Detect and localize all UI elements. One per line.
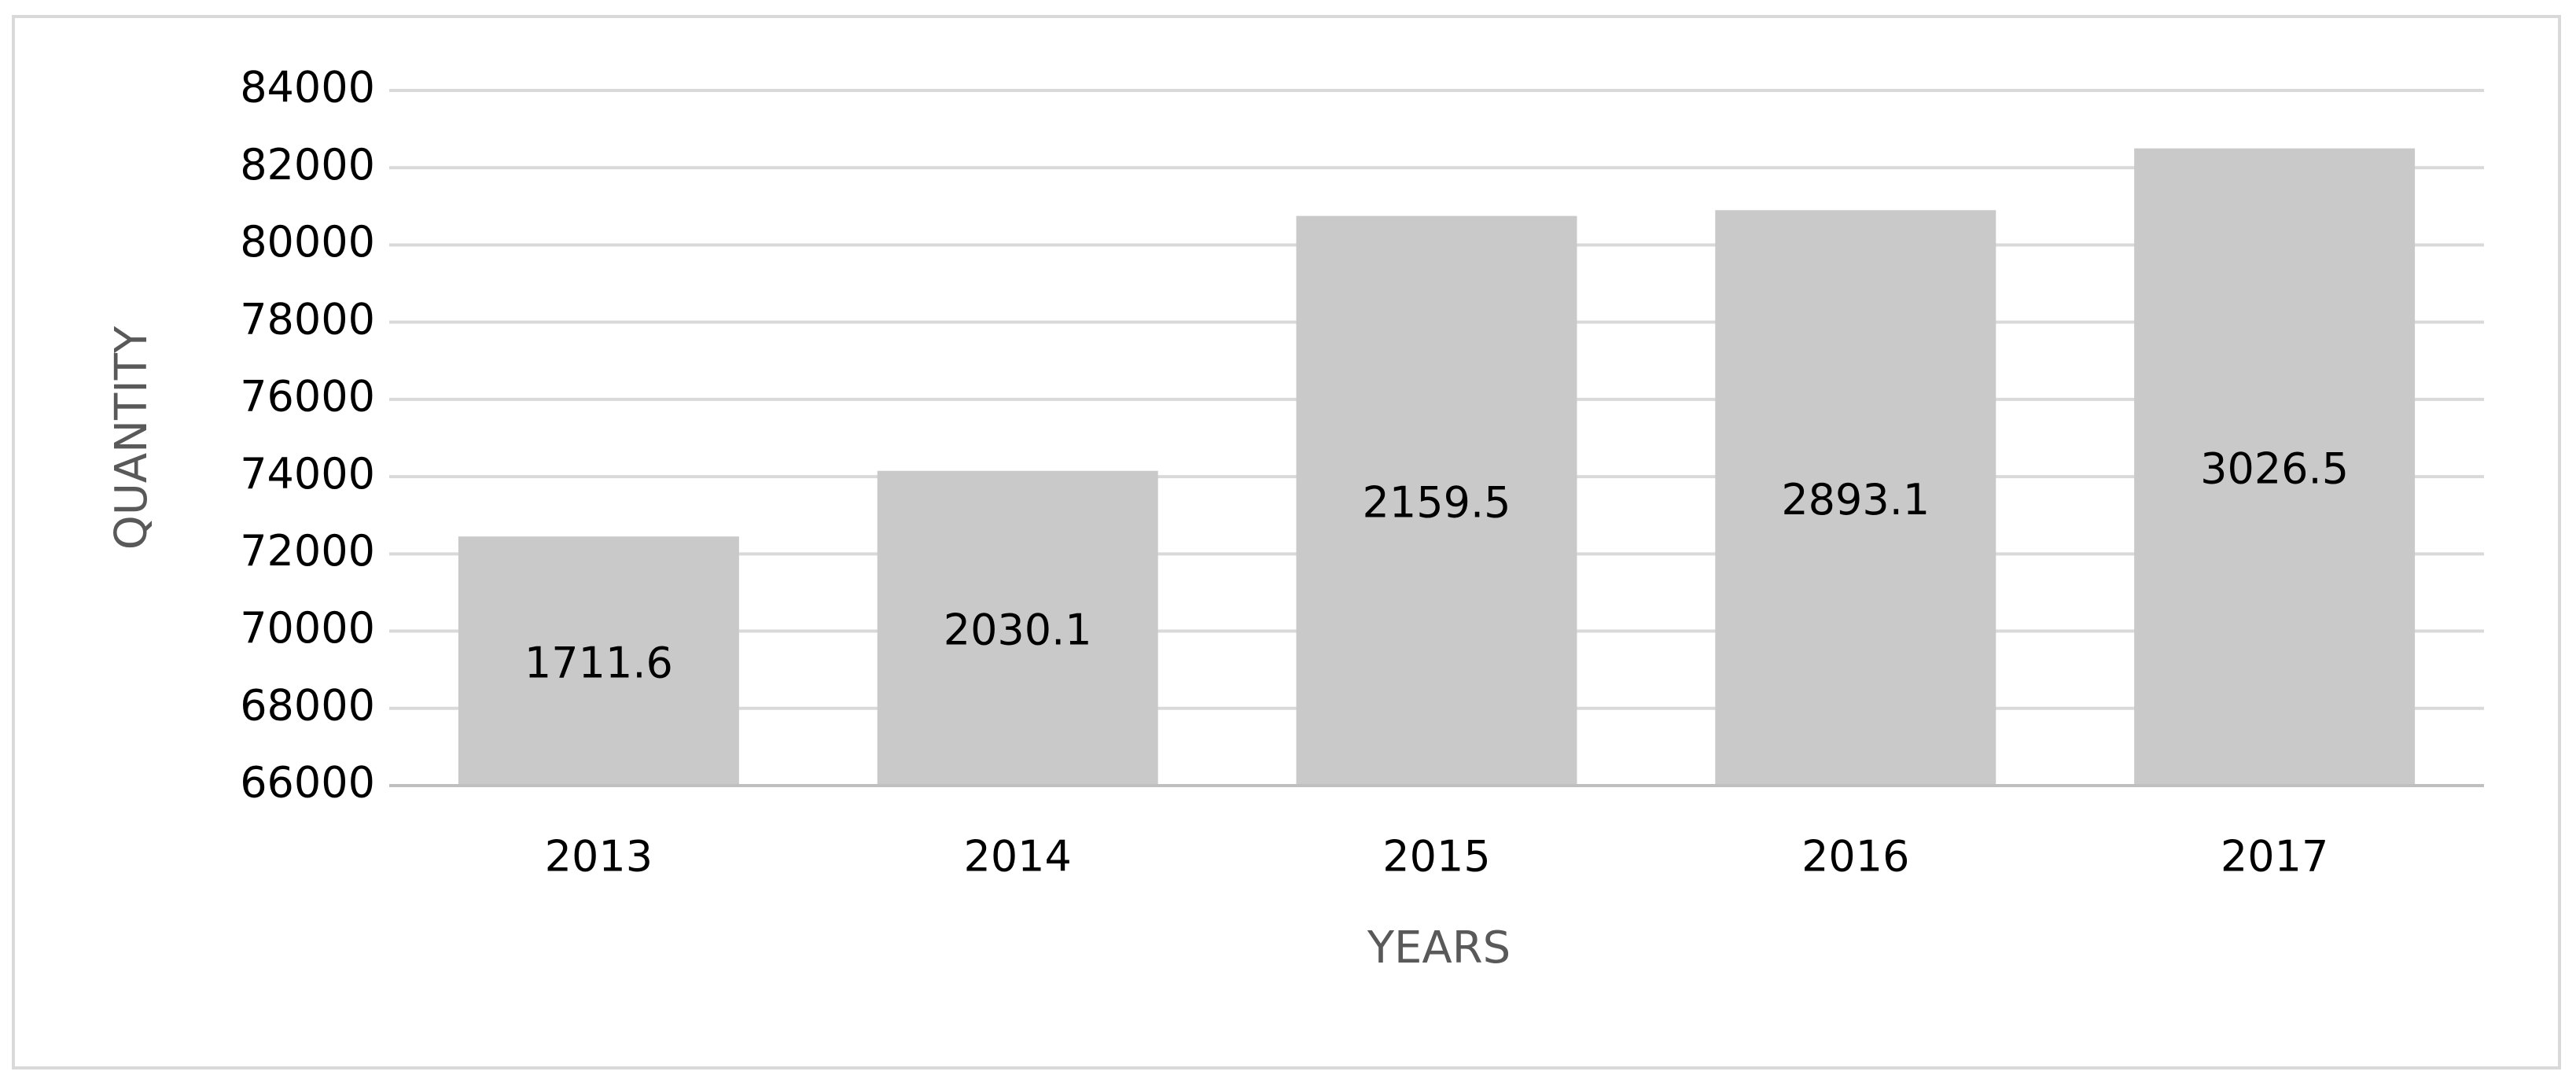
x-tick-label: 2016 xyxy=(1801,832,1909,882)
bar-label: 3026.5 xyxy=(2200,444,2349,493)
bar-label: 1711.6 xyxy=(524,638,673,687)
bar xyxy=(1296,215,1577,786)
y-axis-title: QUANTITY xyxy=(106,326,157,550)
y-tick-label: 74000 xyxy=(240,449,375,499)
y-tick-label: 84000 xyxy=(240,63,375,112)
y-tick-label: 78000 xyxy=(240,294,375,344)
y-tick-label: 66000 xyxy=(240,758,375,808)
bar xyxy=(458,536,739,786)
bar-label: 2159.5 xyxy=(1363,477,1511,527)
bar xyxy=(877,470,1158,786)
bar xyxy=(2134,148,2416,786)
x-tick-label: 2015 xyxy=(1382,832,1490,882)
y-tick-label: 72000 xyxy=(240,526,375,576)
x-tick-label: 2017 xyxy=(2221,832,2328,882)
y-tick-label: 68000 xyxy=(240,680,375,730)
x-tick-label: 2014 xyxy=(963,832,1071,882)
y-tick-label: 82000 xyxy=(240,140,375,190)
y-tick-label: 80000 xyxy=(240,217,375,267)
bar-label: 2030.1 xyxy=(944,606,1092,655)
bar-label: 2893.1 xyxy=(1781,475,1930,525)
y-tick-label: 70000 xyxy=(240,603,375,653)
x-tick-label: 2013 xyxy=(545,832,653,882)
x-axis-title: YEARS xyxy=(1367,922,1511,974)
bar xyxy=(1715,210,1996,786)
y-tick-label: 76000 xyxy=(240,372,375,422)
